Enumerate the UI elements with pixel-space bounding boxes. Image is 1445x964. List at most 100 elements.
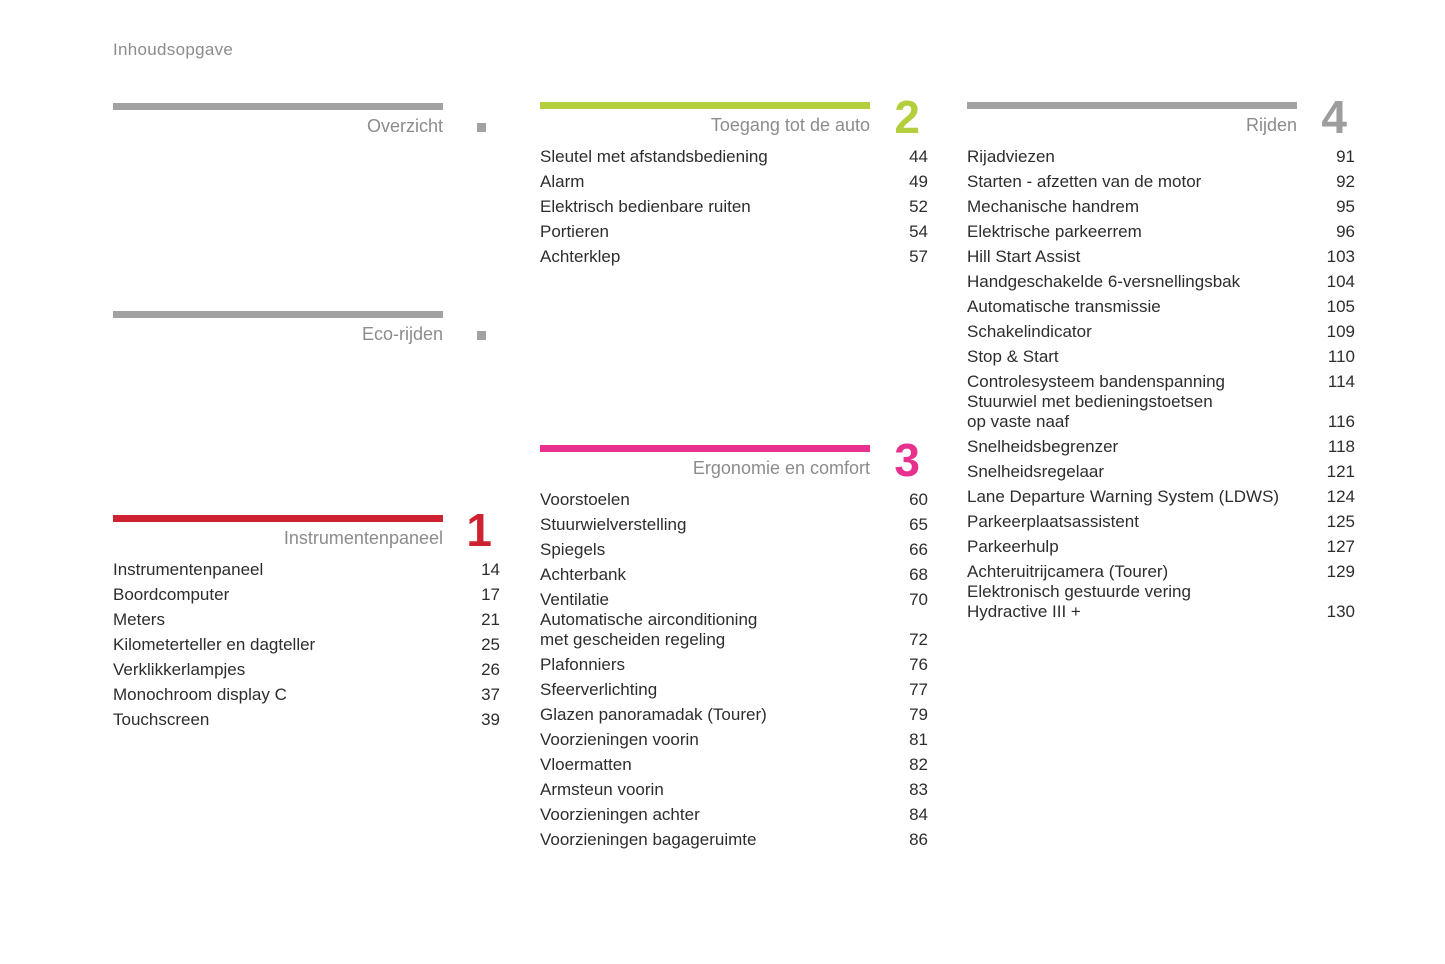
toc-item: Hill Start Assist 103 [967,242,1355,267]
chapter-number: 4 [1321,91,1347,143]
toc-item-list: Sleutel met afstandsbediening 44 Alarm 49 El… [540,142,928,267]
toc-item-title: Schakelindicator [967,322,1092,341]
toc-item: Achterklep 57 [540,242,928,267]
toc-item-page: 14 [481,560,500,579]
toc-item-page: 49 [909,172,928,191]
toc-item-title: Achterbank [540,565,626,584]
toc-item: Voorzieningen achter 84 [540,800,928,825]
toc-item-title: Spiegels [540,540,606,559]
small-square-icon [477,331,486,340]
toc-item-page: 52 [909,197,928,216]
toc-item-title: Voorzieningen bagageruimte [540,830,757,849]
toc-item-page: 129 [1326,562,1355,581]
toc-item: Achterbank 68 [540,560,928,585]
toc-item-title: Stuurwiel met bedieningstoetsen op vaste… [967,392,1213,431]
toc-item: Achteruitrijcamera (Tourer) 129 [967,557,1355,582]
toc-item-page: 110 [1327,347,1355,366]
toc-item: Portieren 54 [540,217,928,242]
toc-item-title: Touchscreen [113,710,210,729]
toc-item-page: 60 [909,490,928,509]
toc-item-title: Parkeerhulp [967,537,1059,556]
toc-item-title: Hill Start Assist [967,247,1081,266]
toc-item-list: Rijadviezen 91 Starten - afzetten van de m… [967,142,1355,622]
toc-item: Parkeerplaatsassistent 125 [967,507,1355,532]
section-label: Ergonomie en comfort [692,458,870,478]
toc-item: Mechanische handrem 95 [967,192,1355,217]
toc-item-title: Ventilatie [540,590,609,609]
small-square-icon [477,123,486,132]
toc-item-title: Stuurwielverstelling [540,515,687,534]
toc-item-page: 83 [909,780,928,799]
toc-item-list: Instrumentenpaneel 14 Boordcomputer 17 Meter… [113,555,500,730]
toc-item: Stuurwiel met bedieningstoetsen op vaste… [967,392,1355,432]
chapter-number: 2 [894,91,920,143]
toc-item: Schakelindicator 109 [967,317,1355,342]
section-rijden: 4 Rijden Rijadviezen 91 Starten - afzetten… [967,94,1355,622]
toc-item-title: Automatische transmissie [967,297,1161,316]
section-eco-rijden: Eco-rijden [113,311,500,345]
toc-item-title: Portieren [540,222,609,241]
section-bar [113,311,443,318]
toc-item: Boordcomputer 17 [113,580,500,605]
toc-item: Touchscreen 39 [113,705,500,730]
toc-item: Sfeerverlichting 77 [540,675,928,700]
toc-item-title: Voorstoelen [540,490,630,509]
toc-item-page: 72 [909,630,928,649]
toc-item-title: Alarm [540,172,585,191]
toc-item: Armsteun voorin 83 [540,775,928,800]
section-bar [967,102,1297,109]
toc-item-page: 84 [909,805,928,824]
toc-item: Voorzieningen voorin 81 [540,725,928,750]
toc-item-title: Lane Departure Warning System (LDWS) [967,487,1280,506]
toc-item: Starten - afzetten van de motor 92 [967,167,1355,192]
toc-item-title: Vloermatten [540,755,632,774]
toc-item-title: Starten - afzetten van de motor [967,172,1202,191]
toc-item: Instrumentenpaneel 14 [113,555,500,580]
toc-item: Kilometerteller en dagteller 25 [113,630,500,655]
toc-item: Snelheidsregelaar 121 [967,457,1355,482]
toc-item-page: 44 [909,147,928,166]
toc-item: Voorstoelen 60 [540,485,928,510]
section-label: Rijden [1245,115,1297,135]
toc-item: Lane Departure Warning System (LDWS) 124 [967,482,1355,507]
toc-item: Handgeschakelde 6-versnellingsbak 104 [967,267,1355,292]
toc-item: Elektrisch bedienbare ruiten 52 [540,192,928,217]
toc-item-title: Instrumentenpaneel [113,560,264,579]
toc-item-page: 81 [909,730,928,749]
toc-item-title: Kilometerteller en dagteller [113,635,316,654]
toc-item-title: Parkeerplaatsassistent [967,512,1139,531]
toc-item-title: Stop & Start [967,347,1059,366]
toc-item-page: 82 [909,755,928,774]
toc-item-page: 118 [1327,437,1355,456]
toc-item-title: Voorzieningen achter [540,805,700,824]
toc-item-page: 103 [1326,247,1355,266]
section-ergonomie-en-comfort: 3 Ergonomie en comfort Voorstoelen 60 Stuu… [540,437,928,850]
toc-item: Rijadviezen 91 [967,142,1355,167]
toc-item: Spiegels 66 [540,535,928,560]
toc-item-page: 65 [909,515,928,534]
toc-item-title: Monochroom display C [113,685,287,704]
toc-item-page: 130 [1326,602,1355,621]
toc-item: Monochroom display C 37 [113,680,500,705]
toc-item: Parkeerhulp 127 [967,532,1355,557]
toc-item-page: 17 [481,585,500,604]
toc-item-title: Elektrische parkeerrem [967,222,1142,241]
toc-item-title: Achterklep [540,247,621,266]
toc-item-title: Sfeerverlichting [540,680,658,699]
toc-item-page: 37 [481,685,500,704]
toc-item-page: 21 [481,610,500,629]
toc-item: Automatische airconditioning met geschei… [540,610,928,650]
toc-item-page: 70 [909,590,928,609]
toc-item-page: 76 [909,655,928,674]
section-label: Overzicht [366,116,443,136]
toc-item: Plafonniers 76 [540,650,928,675]
toc-item-title: Meters [113,610,165,629]
toc-item: Vloermatten 82 [540,750,928,775]
toc-item-page: 109 [1326,322,1355,341]
toc-item-page: 125 [1326,512,1355,531]
section-bar [540,102,870,109]
toc-item: Verklikkerlampjes 26 [113,655,500,680]
toc-item-title: Plafonniers [540,655,626,674]
toc-item: Ventilatie 70 [540,585,928,610]
